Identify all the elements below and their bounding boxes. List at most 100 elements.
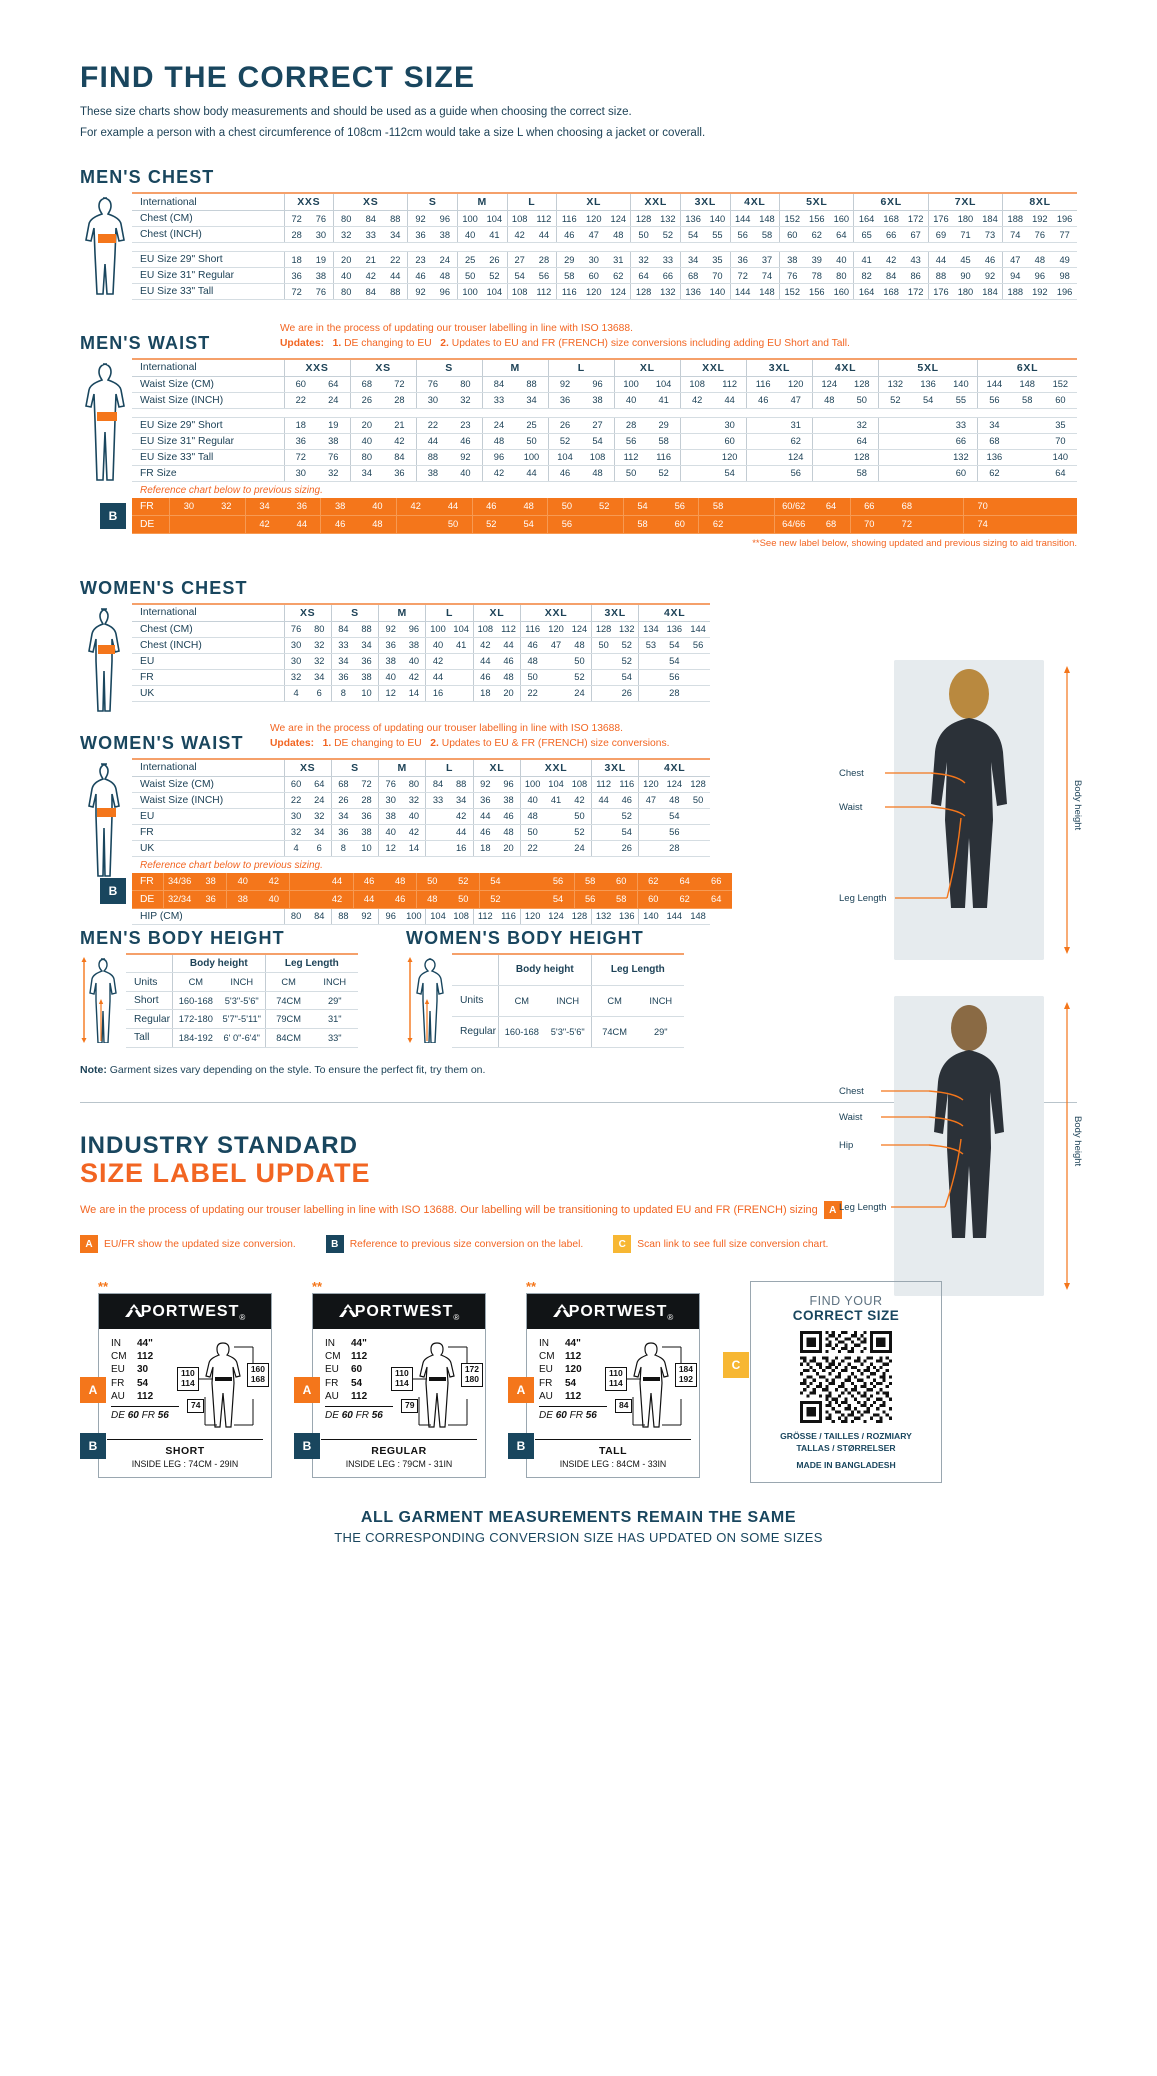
table-cell: 132 <box>655 210 681 227</box>
mens-waist-header: MEN'S WAIST We are in the process of upd… <box>80 322 1077 352</box>
female-legs-icon <box>88 762 120 877</box>
table-cell: 64 <box>317 376 351 393</box>
qr-code-icon <box>800 1331 892 1424</box>
orange-table-cell: 40 <box>226 872 259 891</box>
orange-table-cell: 58 <box>698 497 737 516</box>
label-diagram: 110 114 160 168 74 <box>177 1337 271 1433</box>
table-cell: 90 <box>953 267 978 284</box>
orange-table-cell: 54 <box>509 515 548 534</box>
table-cell: 28 <box>613 417 648 434</box>
label-footer: TALL INSIDE LEG : 84CM - 33IN <box>535 1439 691 1469</box>
table-cell: 76 <box>415 376 450 393</box>
table-cell: 104 <box>544 776 568 793</box>
bh-unit-cell: CM <box>590 985 638 1017</box>
section-title-womens-waist: WOMEN'S WAIST <box>80 732 244 753</box>
mens-waist-orange-wrap: B FR 30 32 34 36 38 40 42 44 46 48 50 52 54 56 58 60/62 6… <box>80 497 1077 534</box>
label-inside-leg: INSIDE LEG : 74CM - 29IN <box>131 1459 239 1470</box>
qr-code-image[interactable] <box>800 1331 892 1424</box>
table-cell: 144 <box>977 376 1011 393</box>
bh-group-header: Body height <box>171 952 266 974</box>
orange-table-cell <box>1001 497 1040 516</box>
table-cell: 40 <box>829 251 854 268</box>
orange-table-cell: 66 <box>849 497 888 516</box>
table-cell: 52 <box>655 226 681 243</box>
label-spec-value: 44" <box>137 1338 153 1350</box>
table-row: UK 4 6 8 10 12 14 16 18 20 22 24 26 28 <box>132 685 710 702</box>
table-cell: 54 <box>581 433 615 450</box>
male-torso-icon <box>85 197 125 295</box>
orange-table-row: FR 30 32 34 36 38 40 42 44 46 48 50 52 54 56 58 60/62 64 6… <box>132 497 1077 516</box>
chip-b: B <box>325 1235 344 1254</box>
table-cell: 36 <box>354 653 379 670</box>
table-cell: 48 <box>520 808 545 825</box>
transition-footnote: **See new label below, showing updated a… <box>752 537 1077 549</box>
table-cell <box>811 465 846 482</box>
table-cell: 120 <box>520 908 545 925</box>
table-cell: 10 <box>354 840 379 857</box>
table-cell: 124 <box>567 621 592 638</box>
row-label: Chest (INCH) <box>132 226 284 243</box>
table-cell: 112 <box>591 776 616 793</box>
table-cell: 44 <box>515 465 549 482</box>
table-cell: 52 <box>547 433 582 450</box>
table-cell: 38 <box>415 465 450 482</box>
fr-value: 56 <box>585 1410 597 1422</box>
row-label: UK <box>132 840 284 857</box>
table-header-row: International XXS XS S M L XL XXL 3XL 4XL 5XL 6XL <box>132 357 1077 377</box>
female-leg-label: Leg Length <box>839 1202 887 1213</box>
bh-cell: 29" <box>311 991 358 1011</box>
table-cell: 104 <box>449 621 474 638</box>
table-cell: 10 <box>354 685 379 702</box>
table-cell: 36 <box>472 792 497 809</box>
industry-key-text: Reference to previous size conversion on… <box>349 1238 584 1250</box>
table-cell: 80 <box>333 283 359 300</box>
table-cell: 54 <box>662 653 687 670</box>
orange-row-label: FR <box>132 497 170 516</box>
table-cell: 47 <box>581 226 607 243</box>
table-cell: 128 <box>630 210 656 227</box>
label-spec-row: AU 112 <box>325 1390 393 1403</box>
label-spec-list: IN 44" CM 112 EU 120 FR 54 AU 112 DE 60 FR 56 <box>533 1337 607 1433</box>
label-footer: REGULAR INSIDE LEG : 79CM - 31IN <box>321 1439 477 1469</box>
label-diagram: 110 114 172 180 79 <box>391 1337 485 1433</box>
orange-table-cell: 38 <box>226 890 259 909</box>
table-cell <box>811 417 846 434</box>
table-cell: 96 <box>432 283 458 300</box>
garment-label-card: ** PORTWEST® IN 44" CM 112 EU 60 FR 54 AU 112 DE 60 … <box>294 1280 486 1479</box>
table-cell: 40 <box>349 433 384 450</box>
table-cell: 12 <box>378 840 403 857</box>
chip-a-inline: A <box>823 1201 842 1220</box>
table-cell: 35 <box>705 251 731 268</box>
portwest-chevron-icon <box>124 1303 143 1317</box>
table-cell: 32 <box>630 251 656 268</box>
de-value: 60 <box>127 1410 139 1422</box>
table-cell: 184 <box>977 283 1003 300</box>
closing-line-1: ALL GARMENT MEASUREMENTS REMAIN THE SAME <box>360 1509 797 1527</box>
chip-a: A <box>80 1377 106 1404</box>
table-cell: 152 <box>1043 376 1077 393</box>
table-spacer <box>132 242 1077 252</box>
table-cell: 20 <box>333 251 359 268</box>
womens-update-item1: DE changing to EU <box>334 737 422 749</box>
table-cell: 14 <box>402 685 426 702</box>
table-cell: 116 <box>615 776 639 793</box>
table-row: EU Size 33" Tall 72 76 80 84 88 92 96 100 104 108 1… <box>132 283 1077 300</box>
table-cell: 33 <box>481 392 516 409</box>
table-cell: 46 <box>745 392 780 409</box>
male-chest-label: Chest <box>839 768 864 779</box>
table-cell: 120 <box>544 621 568 638</box>
table-cell: 34 <box>680 251 706 268</box>
table-row: Chest (INCH) 28 30 32 33 34 36 38 40 41 42 44 46 47 48… <box>132 226 1077 243</box>
table-cell: 26 <box>615 840 639 857</box>
table-cell: 36 <box>354 808 379 825</box>
bh-cell: 160-168 <box>497 1016 545 1048</box>
orange-table-cell <box>510 890 543 909</box>
table-cell: 66 <box>655 267 681 284</box>
table-cell: 6 <box>307 685 332 702</box>
orange-table-cell: 40 <box>258 890 290 909</box>
table-cell: 38 <box>378 808 403 825</box>
orange-table-cell <box>207 515 246 534</box>
size-group-header: 5XL <box>779 192 854 211</box>
size-group-header: 3XL <box>680 192 731 211</box>
table-cell: 116 <box>647 449 681 466</box>
